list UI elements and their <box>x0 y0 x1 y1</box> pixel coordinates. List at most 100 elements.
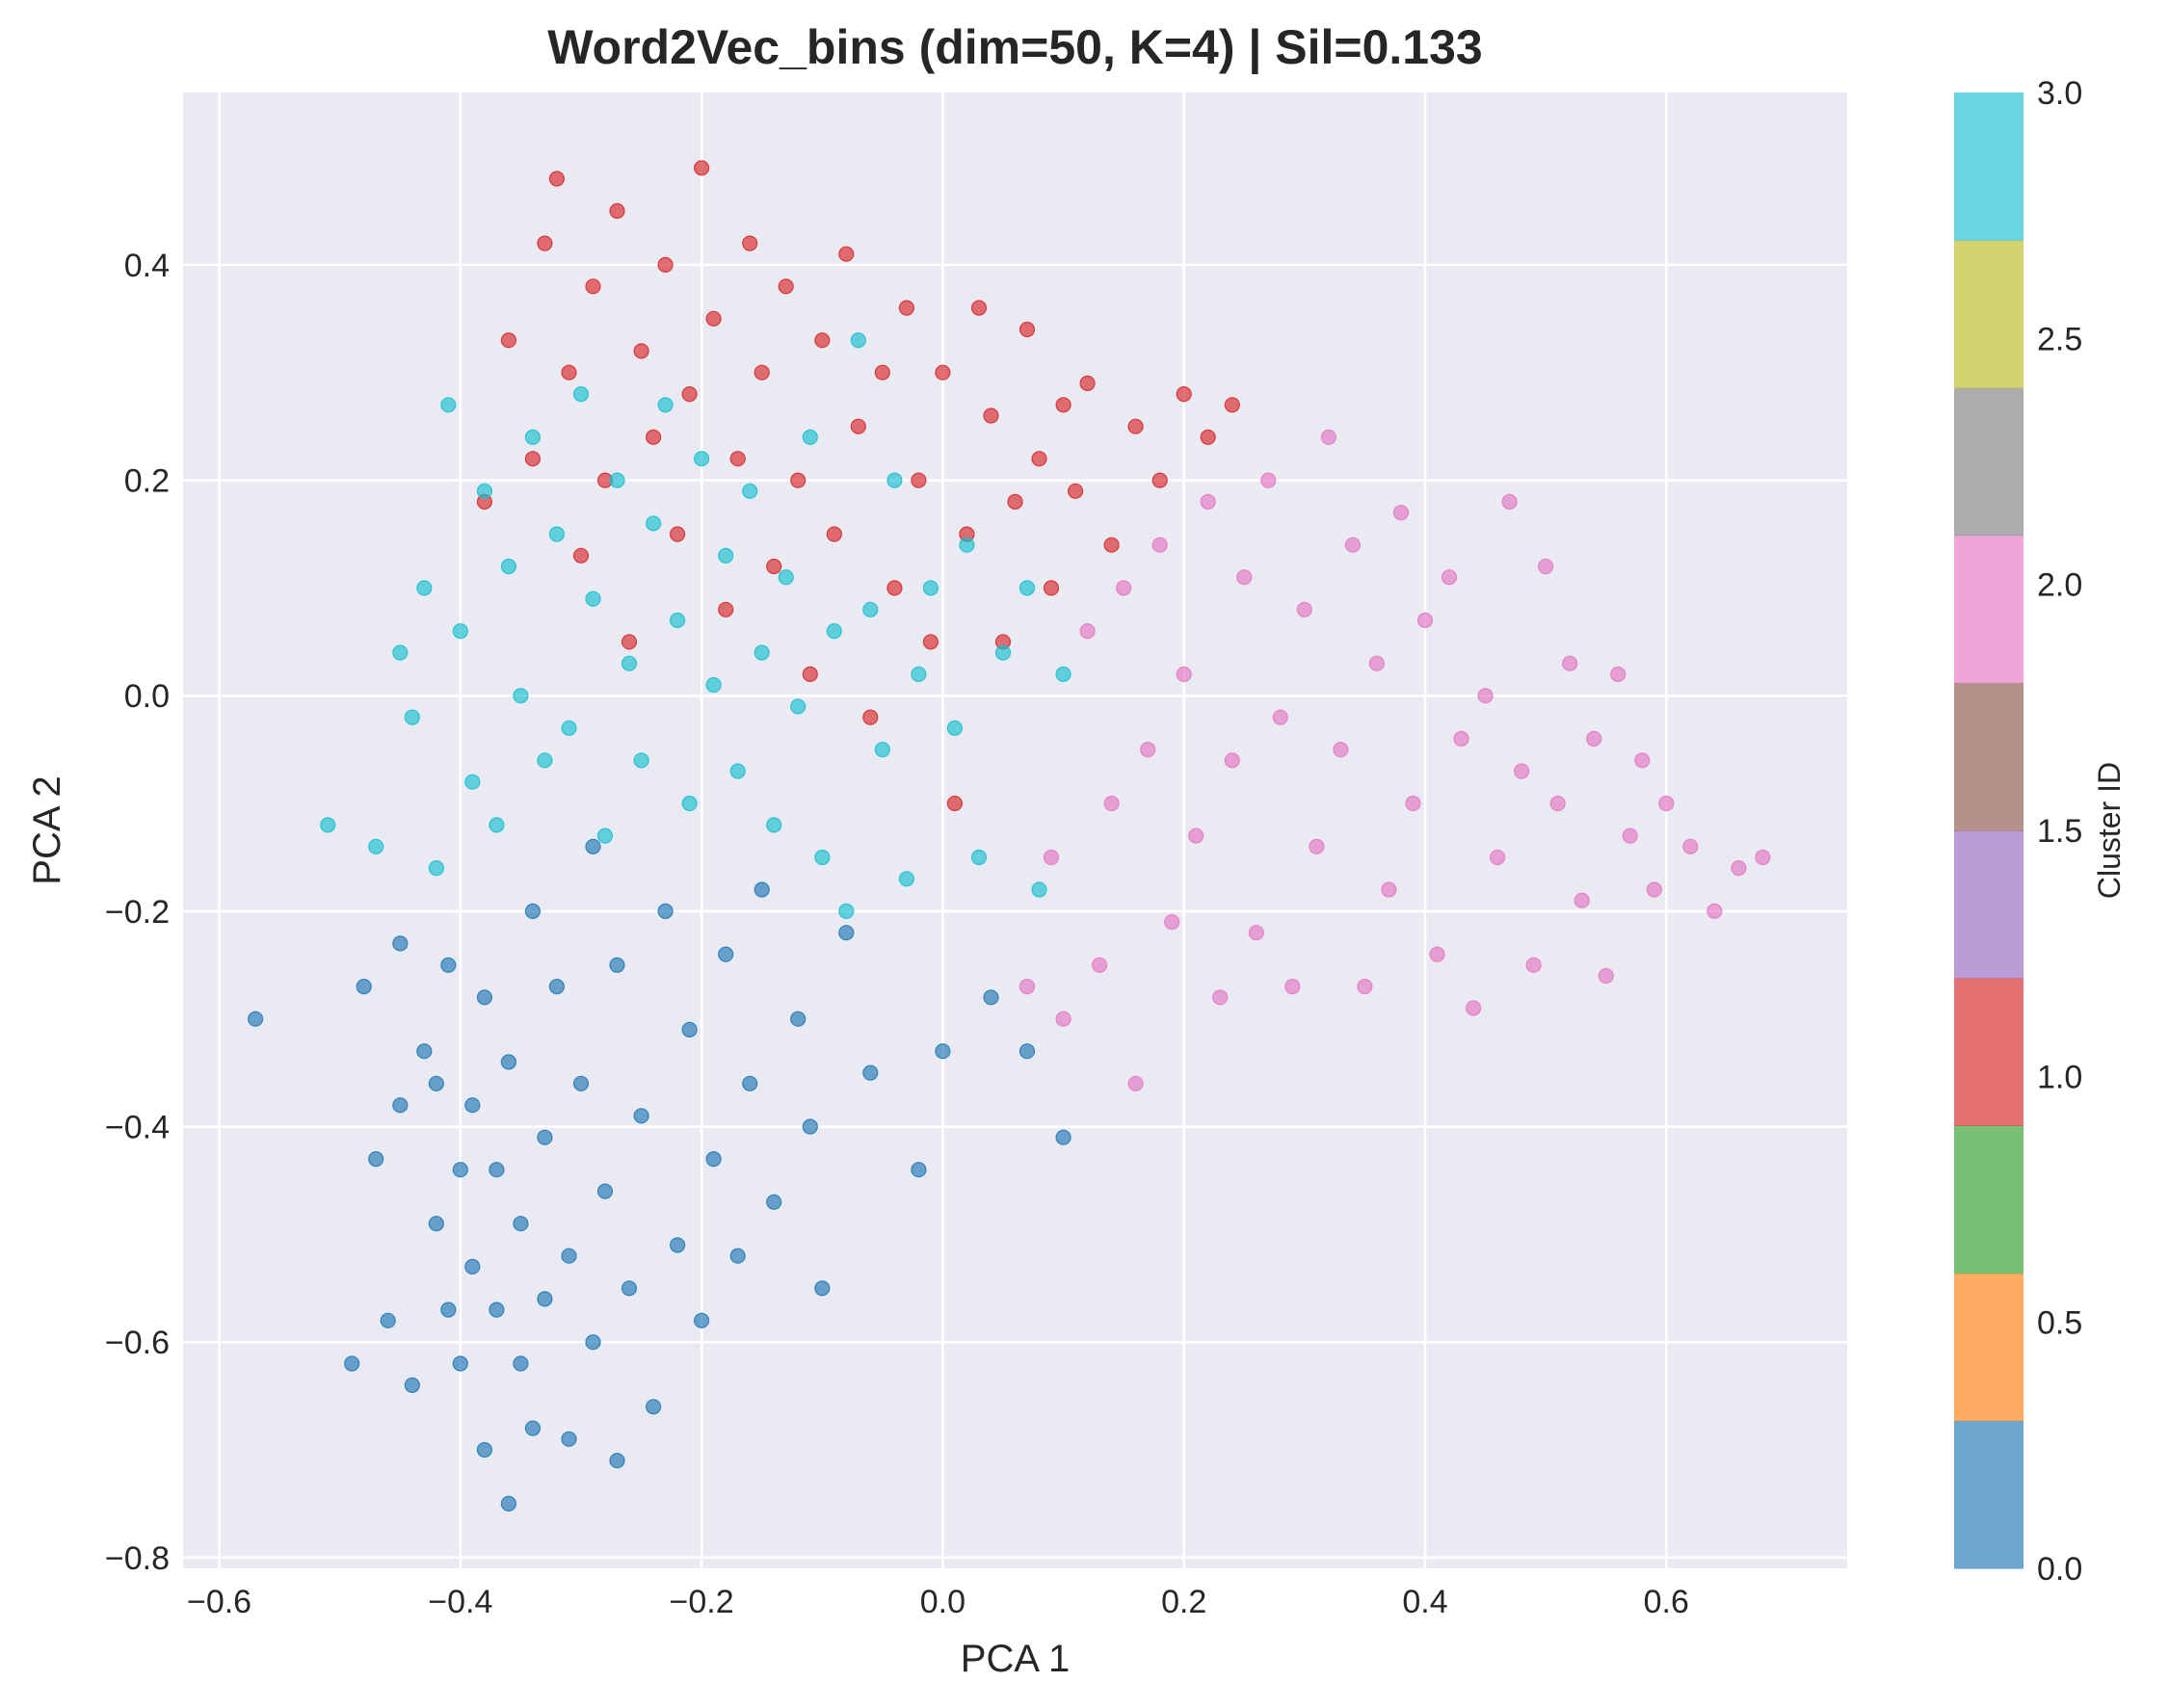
data-point-cluster-2 <box>1682 838 1699 854</box>
data-point-cluster-0 <box>911 1162 927 1178</box>
data-point-cluster-3 <box>766 817 782 833</box>
data-point-cluster-3 <box>874 741 890 758</box>
data-point-cluster-3 <box>693 451 710 467</box>
colorbar-tick-label: 2.5 <box>2037 321 2082 357</box>
data-point-cluster-3 <box>754 644 770 661</box>
data-point-cluster-1 <box>983 407 999 424</box>
data-point-cluster-3 <box>368 838 384 854</box>
data-point-cluster-2 <box>1284 978 1301 995</box>
data-point-cluster-3 <box>513 688 529 704</box>
y-axis-label: PCA 2 <box>26 775 68 884</box>
data-point-cluster-0 <box>669 1237 686 1253</box>
colorbar-segment <box>1954 535 2024 684</box>
data-point-cluster-0 <box>802 1118 818 1135</box>
colorbar-segment <box>1954 387 2024 537</box>
data-point-cluster-3 <box>657 397 674 413</box>
data-point-cluster-1 <box>657 256 674 273</box>
data-point-cluster-1 <box>1079 375 1096 391</box>
data-point-cluster-3 <box>645 515 662 532</box>
y-tick-label: −0.2 <box>105 894 170 931</box>
data-point-cluster-2 <box>1272 709 1288 725</box>
data-point-cluster-2 <box>1755 849 1771 866</box>
data-point-cluster-2 <box>1344 537 1362 553</box>
data-point-cluster-2 <box>1055 1011 1071 1027</box>
data-point-cluster-1 <box>1043 580 1060 596</box>
colorbar-tick-label: 1.5 <box>2037 813 2082 850</box>
data-point-cluster-1 <box>633 343 649 359</box>
data-point-cluster-1 <box>729 451 746 467</box>
data-point-cluster-1 <box>669 526 686 542</box>
data-point-cluster-3 <box>633 752 649 769</box>
y-tick-label: −0.8 <box>105 1540 170 1577</box>
data-point-cluster-3 <box>464 774 481 790</box>
data-point-cluster-2 <box>1296 601 1312 618</box>
data-point-cluster-1 <box>1200 429 1216 445</box>
data-point-cluster-0 <box>729 1248 746 1264</box>
colorbar: 0.0 0.5 1.0 1.5 2.0 2.5 3.0 <box>1954 75 2082 1588</box>
x-axis-ticks: −0.6 −0.4 −0.2 0.0 0.2 0.4 0.6 <box>187 1584 1689 1620</box>
data-point-cluster-1 <box>814 332 831 349</box>
data-point-cluster-0 <box>645 1399 662 1415</box>
data-point-cluster-3 <box>959 537 975 553</box>
data-point-cluster-1 <box>705 310 722 327</box>
data-point-cluster-1 <box>500 332 517 349</box>
data-point-cluster-0 <box>524 1420 542 1436</box>
data-point-cluster-0 <box>489 1162 505 1178</box>
data-point-cluster-1 <box>1127 418 1144 434</box>
data-point-cluster-0 <box>693 1312 710 1328</box>
data-point-cluster-3 <box>898 871 915 887</box>
data-point-cluster-3 <box>572 386 590 403</box>
data-point-cluster-0 <box>718 946 734 962</box>
data-point-cluster-2 <box>1501 493 1518 511</box>
data-point-cluster-2 <box>1140 741 1156 758</box>
data-point-cluster-0 <box>392 1097 409 1114</box>
x-axis-label: PCA 1 <box>961 1638 1070 1680</box>
data-point-cluster-3 <box>524 429 542 445</box>
colorbar-tick-label: 0.0 <box>2037 1551 2082 1588</box>
data-point-cluster-3 <box>452 622 468 640</box>
colorbar-label: Cluster ID <box>2092 762 2127 899</box>
data-point-cluster-1 <box>561 364 577 381</box>
plot-area <box>183 92 1847 1568</box>
data-point-cluster-2 <box>1357 978 1373 995</box>
data-point-cluster-3 <box>440 397 457 413</box>
data-point-cluster-2 <box>1622 828 1638 844</box>
colorbar-segment <box>1954 830 2024 979</box>
data-point-cluster-0 <box>489 1301 505 1318</box>
y-tick-label: 0.0 <box>124 678 170 715</box>
data-point-cluster-3 <box>537 752 553 769</box>
data-point-cluster-3 <box>814 849 831 866</box>
data-point-cluster-3 <box>428 859 444 877</box>
data-point-cluster-2 <box>1731 859 1747 877</box>
data-point-cluster-3 <box>476 483 492 499</box>
colorbar-tick-label: 3.0 <box>2037 75 2082 112</box>
data-point-cluster-1 <box>681 386 698 403</box>
data-point-cluster-0 <box>452 1355 468 1372</box>
data-point-cluster-0 <box>621 1280 638 1297</box>
data-point-cluster-1 <box>585 278 601 295</box>
data-point-cluster-3 <box>681 795 698 812</box>
data-point-cluster-3 <box>320 817 336 833</box>
data-point-cluster-2 <box>1441 569 1458 586</box>
data-point-cluster-3 <box>669 612 686 629</box>
data-point-cluster-3 <box>1055 666 1071 683</box>
x-tick-label: 0.4 <box>1402 1584 1447 1620</box>
data-point-cluster-1 <box>850 418 866 434</box>
data-point-cluster-1 <box>1018 321 1036 338</box>
data-point-cluster-0 <box>1018 1043 1036 1060</box>
colorbar-segment <box>1954 978 2024 1126</box>
data-point-cluster-3 <box>621 655 638 671</box>
data-point-cluster-0 <box>742 1075 758 1091</box>
data-point-cluster-3 <box>596 828 614 844</box>
colorbar-segment <box>1954 1125 2024 1274</box>
data-point-cluster-1 <box>754 364 770 381</box>
data-point-cluster-1 <box>766 558 782 575</box>
x-tick-label: 0.2 <box>1161 1584 1206 1620</box>
data-point-cluster-0 <box>404 1377 420 1394</box>
colorbar-tick-label: 2.0 <box>2037 567 2082 604</box>
data-point-cluster-3 <box>404 709 420 725</box>
data-point-cluster-1 <box>1007 493 1023 511</box>
data-point-cluster-1 <box>537 235 553 251</box>
data-point-cluster-3 <box>862 601 879 618</box>
